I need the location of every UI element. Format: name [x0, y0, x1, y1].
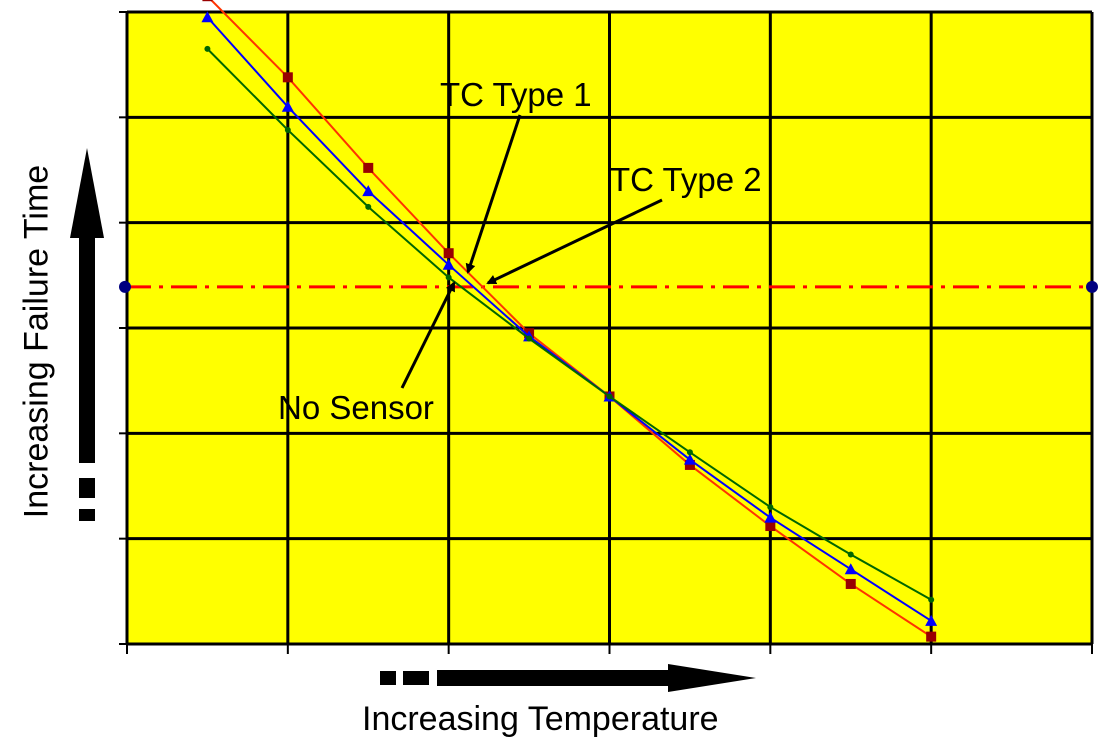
data-point-no-sensor: [365, 203, 372, 210]
reference-line-group: [119, 280, 1098, 293]
data-point-no-sensor: [847, 551, 854, 558]
data-point-no-sensor: [526, 335, 533, 342]
data-point-no-sensor: [686, 449, 693, 456]
reference-line-end-point: [1086, 280, 1098, 293]
annotation-no-sensor: No Sensor: [278, 389, 434, 426]
data-point-tc-type-1: [926, 631, 937, 642]
series-line-tc-type-1: [209, 0, 932, 638]
grid: [119, 10, 1094, 654]
y-axis-label: Increasing Failure Time: [17, 164, 56, 519]
tc-type-2-arrow: [486, 198, 663, 285]
x-direction-arrow: [380, 664, 756, 692]
y-direction-arrow: [70, 148, 104, 521]
data-point-tc-type-1: [363, 162, 374, 173]
data-point-tc-type-2: [925, 614, 938, 626]
data-point-no-sensor: [606, 393, 613, 400]
data-point-tc-type-2: [764, 511, 777, 523]
data-point-tc-type-2: [362, 185, 375, 197]
data-point-no-sensor: [284, 126, 291, 133]
data-point-tc-type-2: [201, 11, 214, 23]
series-line-no-sensor: [206, 48, 932, 601]
data-point-tc-type-1: [443, 248, 454, 259]
tc-type-1-arrow: [465, 114, 522, 274]
series-group: [201, 0, 938, 642]
data-point-tc-type-1: [282, 72, 293, 83]
data-point-tc-type-1: [684, 459, 695, 470]
data-point-tc-type-2: [281, 100, 294, 112]
data-point-tc-type-2: [683, 453, 696, 465]
annotation-tc-type-1: TC Type 1: [440, 76, 592, 113]
data-point-tc-type-2: [442, 258, 455, 270]
data-point-tc-type-1: [202, 0, 213, 2]
data-point-no-sensor: [928, 596, 935, 603]
data-point-tc-type-2: [844, 563, 857, 575]
data-point-no-sensor: [445, 274, 452, 281]
data-point-no-sensor: [767, 504, 774, 511]
data-point-no-sensor: [204, 45, 211, 52]
annotation-arrows: [400, 114, 663, 389]
data-point-tc-type-1: [845, 578, 856, 589]
no-sensor-arrow: [400, 281, 456, 389]
x-axis-label: Increasing Temperature: [362, 700, 719, 738]
reference-line-start-point: [119, 280, 131, 293]
annotation-tc-type-2: TC Type 2: [610, 161, 762, 198]
data-point-tc-type-1: [765, 521, 776, 532]
